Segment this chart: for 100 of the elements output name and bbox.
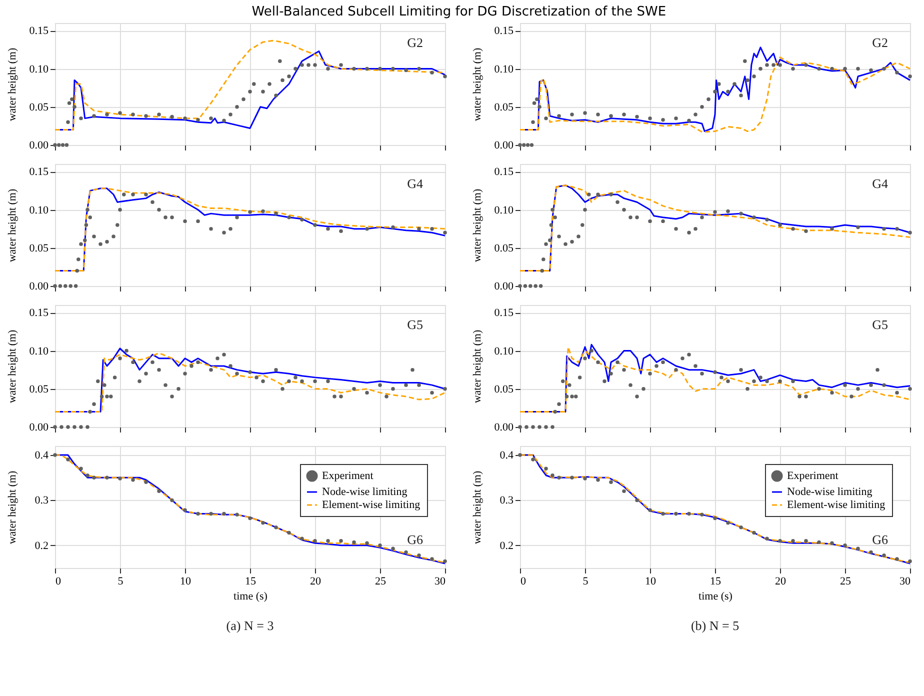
x-tick-label: 30 — [900, 576, 911, 588]
point — [568, 383, 572, 387]
point — [74, 284, 78, 288]
point — [57, 143, 61, 147]
point — [578, 376, 582, 380]
point — [131, 112, 135, 116]
point — [583, 111, 587, 115]
annotation: G6 — [872, 532, 888, 547]
y-axis-title: water height (m) — [6, 188, 18, 262]
point — [713, 210, 717, 214]
point — [713, 516, 717, 520]
point — [144, 480, 148, 484]
point — [98, 242, 102, 246]
y-tick-label: 0.00 — [29, 422, 49, 434]
point — [713, 370, 717, 374]
point — [548, 238, 552, 242]
point — [635, 216, 639, 220]
point — [261, 520, 265, 525]
point — [118, 208, 122, 212]
point — [352, 540, 356, 544]
point — [183, 508, 187, 512]
point — [68, 284, 72, 288]
y-axis-title: water height (m) — [6, 470, 18, 544]
point — [732, 82, 736, 86]
point — [628, 383, 632, 387]
point — [576, 234, 580, 238]
point — [843, 544, 847, 548]
point — [313, 223, 317, 227]
point — [118, 476, 122, 480]
point — [228, 226, 232, 231]
point — [680, 356, 684, 360]
point — [856, 66, 860, 71]
point — [752, 74, 756, 78]
point — [365, 226, 369, 231]
point — [100, 394, 104, 398]
point — [674, 368, 678, 372]
point — [804, 539, 808, 543]
point — [882, 383, 886, 387]
point — [339, 394, 343, 398]
point — [587, 192, 591, 196]
y-tick-label: 0.2 — [34, 540, 48, 552]
y-tick-label: 0.00 — [494, 140, 514, 152]
point — [190, 364, 194, 368]
point — [544, 425, 548, 429]
point — [287, 216, 291, 220]
point — [661, 360, 665, 364]
point — [830, 390, 834, 395]
point — [602, 379, 606, 384]
point — [674, 512, 678, 516]
point — [869, 550, 873, 554]
annotation: G5 — [872, 317, 888, 332]
point — [700, 105, 704, 109]
point — [570, 112, 574, 116]
y-tick-label: 0.00 — [494, 422, 514, 434]
point — [64, 143, 69, 147]
y-tick-label: 0.10 — [494, 63, 514, 76]
point — [661, 512, 665, 516]
point — [53, 143, 57, 147]
point — [635, 114, 639, 119]
point — [726, 90, 730, 94]
point — [694, 364, 698, 368]
point — [116, 223, 120, 227]
point — [105, 476, 109, 480]
point — [518, 453, 522, 457]
point — [674, 116, 678, 120]
y-axis-title: water height (m) — [472, 188, 484, 262]
y-tick-label: 0.05 — [29, 242, 49, 254]
point — [694, 112, 698, 116]
point — [609, 372, 613, 376]
point — [752, 530, 756, 535]
point — [294, 376, 298, 380]
point — [300, 218, 304, 222]
point — [254, 376, 258, 380]
point — [694, 226, 698, 231]
point — [726, 520, 730, 525]
point — [242, 97, 246, 102]
point — [856, 225, 860, 230]
x-tick-label: 10 — [180, 576, 192, 588]
x-tick-label: 15 — [710, 576, 722, 588]
point — [616, 200, 620, 204]
x-tick-label: 20 — [310, 576, 322, 588]
point — [196, 219, 200, 224]
point — [522, 143, 526, 147]
point — [908, 230, 912, 234]
y-axis-title: water height (m) — [6, 48, 18, 122]
point — [67, 101, 72, 105]
point — [443, 230, 447, 234]
point — [654, 364, 658, 368]
point — [326, 539, 330, 543]
point — [144, 114, 148, 118]
point — [404, 383, 408, 387]
point — [122, 192, 126, 196]
point — [76, 257, 80, 262]
point — [739, 368, 743, 372]
point — [739, 212, 743, 216]
point — [538, 105, 542, 109]
point — [538, 425, 542, 429]
annotation: G4 — [407, 176, 424, 191]
y-tick-label: 0.3 — [34, 494, 49, 507]
point — [622, 368, 626, 372]
